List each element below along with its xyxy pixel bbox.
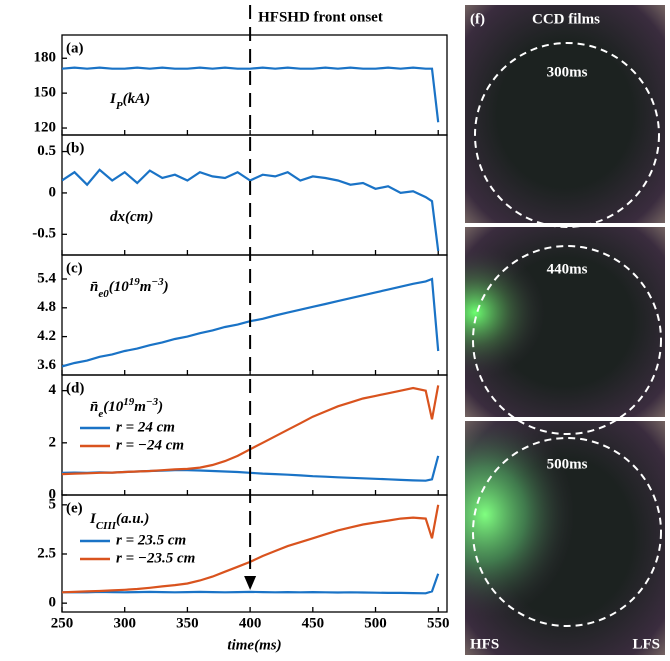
label-part: (a.u.) [116, 511, 149, 527]
line [62, 168, 440, 252]
label-part: e0 [98, 288, 109, 300]
frame-label: 440ms [547, 261, 588, 277]
view-circle [472, 245, 662, 435]
series-group [62, 66, 440, 123]
ccd-glow [465, 227, 665, 417]
label-part: m [140, 279, 152, 295]
view-circle [472, 437, 662, 627]
line [62, 573, 440, 595]
y-tick-label: 0 [49, 184, 57, 200]
panel-label: (e) [66, 500, 83, 516]
label-part: (10 [103, 399, 123, 415]
plot-frame [61, 254, 448, 376]
y-tick-label: 0 [49, 595, 57, 611]
y-tick-label: -0.5 [32, 226, 56, 242]
label-part: (10 [109, 279, 129, 295]
label-part: 19 [123, 396, 135, 408]
y-tick-label: 120 [34, 119, 57, 135]
label-part: ) [162, 279, 169, 295]
y-tick-label: 4 [49, 382, 57, 398]
x-axis-label: time(ms) [227, 637, 281, 653]
quantity-label: n̄e0(1019m−3) [90, 276, 169, 300]
line [62, 504, 440, 594]
line [62, 66, 440, 123]
label-part: e [98, 408, 103, 420]
panel-label: (d) [66, 380, 84, 396]
x-tick-label: 450 [302, 615, 325, 631]
label-part: n̄ [90, 399, 98, 415]
legend-label: r = 23.5 cm [116, 532, 186, 548]
panel-label: (b) [66, 140, 84, 156]
label-part: P [116, 100, 123, 112]
x-tick-label: 400 [239, 615, 262, 631]
y-tick-label: 2.5 [37, 545, 56, 561]
y-tick-label: 0.5 [37, 143, 56, 159]
legend-label: r = 24 cm [116, 419, 175, 435]
y-tick-label: 5 [49, 496, 57, 512]
series-group [62, 504, 440, 595]
line [62, 385, 440, 476]
series-group [62, 168, 440, 252]
quantity-label: dx(cm) [110, 209, 153, 225]
plot-frame [61, 34, 448, 136]
side-label: HFS [470, 636, 499, 652]
label-part: ) [156, 399, 163, 415]
y-tick-label: 150 [34, 85, 57, 101]
x-tick-label: 300 [113, 615, 136, 631]
line [62, 277, 440, 368]
y-tick-label: 5.4 [37, 270, 56, 286]
legend-label: r = −23.5 cm [116, 550, 195, 566]
x-tick-label: 500 [364, 615, 387, 631]
panel-label: (c) [66, 260, 83, 276]
frame-label: 300ms [547, 64, 588, 80]
view-circle [474, 42, 660, 228]
label-part: I [109, 91, 117, 107]
y-tick-label: 180 [34, 50, 57, 66]
label-part: dx(cm) [110, 209, 153, 225]
series-group [62, 277, 440, 368]
panel-label: (a) [66, 40, 84, 56]
y-tick-label: 0 [49, 486, 57, 502]
onset-arrow [244, 576, 257, 590]
label-part: I [89, 511, 97, 527]
ccd-glow [465, 421, 665, 655]
plot-frame [61, 134, 448, 256]
x-tick-label: 250 [51, 615, 74, 631]
y-tick-label: 2 [49, 434, 57, 450]
label-part: −3 [146, 396, 159, 408]
legend-label: r = −24 cm [116, 437, 184, 453]
label-part: CIII [96, 520, 117, 532]
y-tick-label: 4.8 [37, 299, 56, 315]
x-tick-label: 550 [427, 615, 450, 631]
frame-label: 500ms [547, 456, 588, 472]
quantity-label: n̄e(1019m−3) [90, 396, 163, 420]
label-part: 19 [129, 276, 141, 288]
label-part: −3 [151, 276, 164, 288]
side-label: LFS [632, 636, 660, 652]
annotation: HFSHD front onset [258, 9, 383, 25]
label-part: m [134, 399, 146, 415]
y-tick-label: 4.2 [37, 328, 56, 344]
ccd-panel: (f) CCD films 300ms 440ms 500ms HFS LFS [465, 5, 665, 655]
panel-label: (f) [470, 11, 485, 27]
series-group [62, 385, 440, 482]
ccd-title: CCD films [532, 11, 600, 27]
label-part: (kA) [123, 91, 151, 107]
quantity-label: IP(kA) [109, 91, 150, 111]
quantity-label: ICIII(a.u.) [89, 511, 149, 531]
ccd-frame [465, 5, 665, 223]
x-tick-label: 350 [176, 615, 199, 631]
label-part: n̄ [90, 279, 98, 295]
y-tick-label: 3.6 [37, 357, 56, 373]
